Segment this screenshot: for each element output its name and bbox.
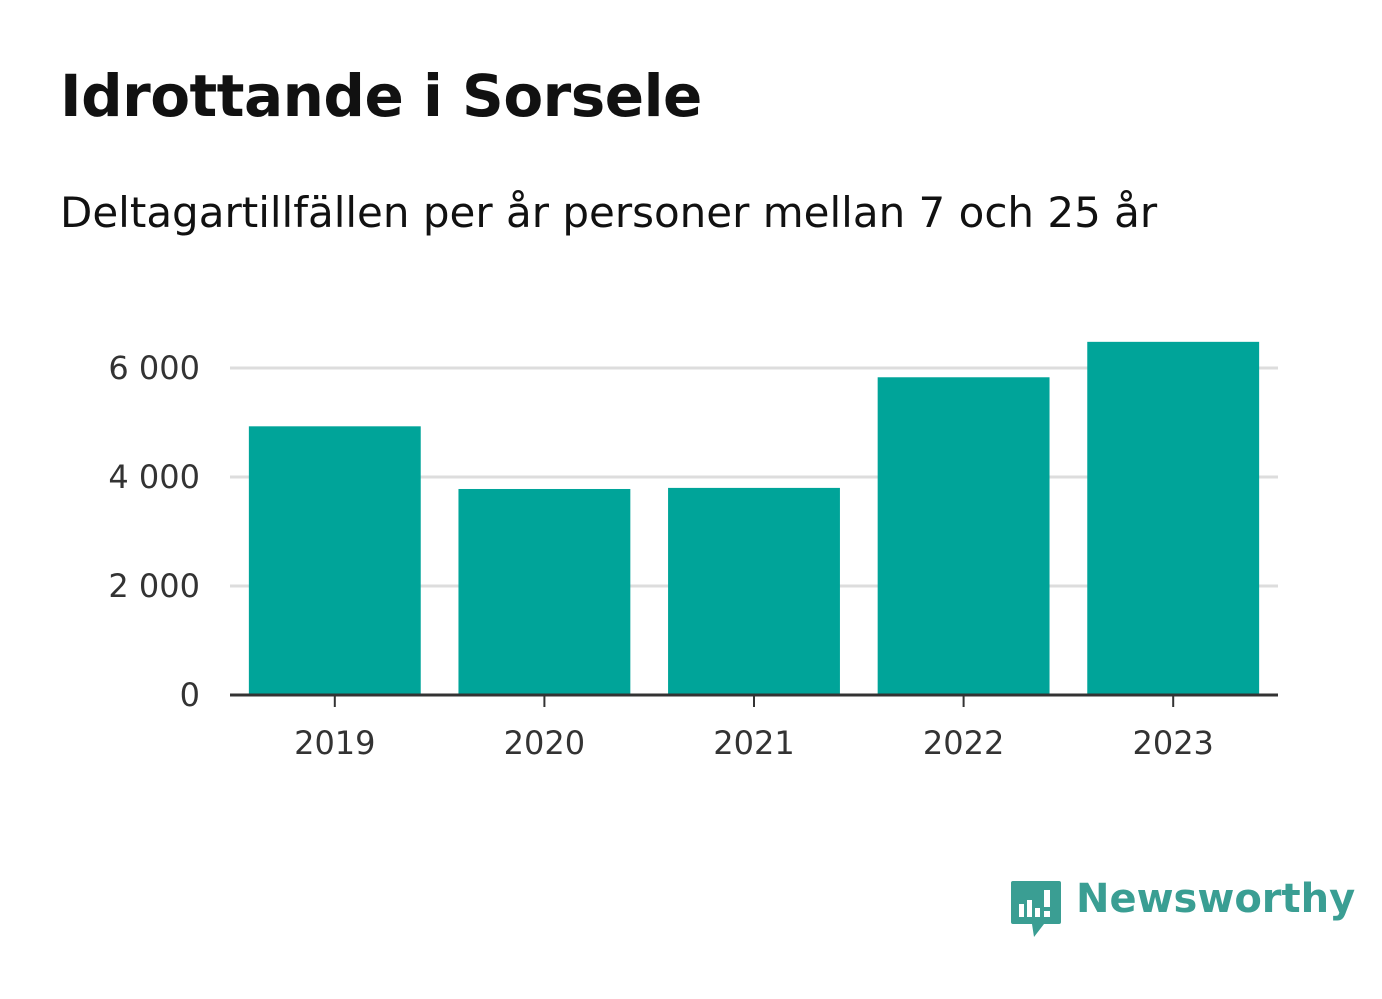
newsworthy-logo: Newsworthy xyxy=(1010,876,1355,940)
axes: 0 2 000 4 000 6 000 2019 2020 2021 2022 2023 xyxy=(108,349,1278,762)
bar-2021 xyxy=(668,487,840,695)
y-tick-label: 0 xyxy=(180,676,200,714)
y-tick-label: 2 000 xyxy=(108,567,200,605)
x-tick-label: 2021 xyxy=(713,724,794,762)
bar-2023 xyxy=(1087,341,1260,695)
bar-2020 xyxy=(458,488,631,695)
chart-subtitle: Deltagartillfällen per år personer mella… xyxy=(60,188,1158,237)
bar-2022 xyxy=(877,377,1050,695)
newsworthy-logo-icon xyxy=(1011,881,1061,937)
x-tick-label: 2023 xyxy=(1132,724,1213,762)
brand-name: Newsworthy xyxy=(1076,876,1356,922)
bars xyxy=(248,341,1260,695)
y-tick-label: 6 000 xyxy=(108,349,200,387)
chart-title: Idrottande i Sorsele xyxy=(60,62,702,130)
x-tick-label: 2022 xyxy=(923,724,1004,762)
x-tick-label: 2020 xyxy=(504,724,585,762)
bar-2019 xyxy=(248,426,421,695)
x-tick-label: 2019 xyxy=(294,724,375,762)
y-tick-label: 4 000 xyxy=(108,458,200,496)
